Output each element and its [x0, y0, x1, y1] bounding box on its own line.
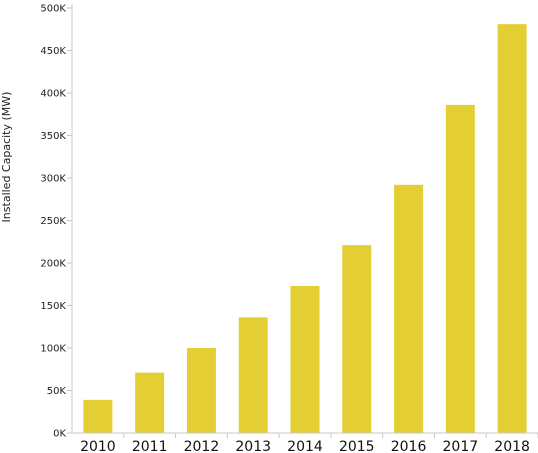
- bar-2011: [135, 372, 165, 433]
- x-tick-label: 2011: [132, 439, 168, 453]
- bar-2015: [342, 245, 372, 433]
- x-tick-label: 2016: [391, 439, 427, 453]
- y-tick-label: 400K: [40, 89, 66, 100]
- bar-2013: [238, 317, 268, 433]
- x-tick-label: 2018: [494, 439, 530, 453]
- y-tick-label: 250K: [40, 216, 66, 227]
- bar-2012: [186, 348, 216, 433]
- x-tick-label: 2017: [443, 439, 479, 453]
- y-tick-label: 150K: [40, 301, 66, 312]
- x-tick-label: 2015: [339, 439, 375, 453]
- bars: [83, 24, 527, 434]
- x-tick-label: 2014: [287, 439, 323, 453]
- y-tick-label: 500K: [40, 4, 66, 15]
- y-axis: 0K 50K 100K 150K 200K 250K 300K 350K 400K 450K 500…: [40, 4, 72, 440]
- y-tick-label: 100K: [40, 344, 66, 355]
- bar-2016: [394, 184, 424, 433]
- bar-2018: [497, 24, 527, 434]
- x-tick-label: 2012: [184, 439, 220, 453]
- x-axis: 2010 2011 2012 2013 2014 2015 2016 2017 2018: [80, 433, 538, 453]
- y-tick-label: 350K: [40, 131, 66, 142]
- y-tick-label: 0K: [53, 429, 66, 440]
- bar-2017: [445, 104, 475, 434]
- y-axis-title: Installed Capacity (MW): [0, 92, 13, 223]
- bar-2014: [290, 285, 320, 433]
- y-tick-label: 300K: [40, 174, 66, 185]
- y-tick-label: 200K: [40, 259, 66, 270]
- y-tick-label: 50K: [47, 386, 67, 397]
- x-tick-label: 2010: [80, 439, 116, 453]
- y-tick-label: 450K: [40, 46, 66, 57]
- x-tick-label: 2013: [235, 439, 271, 453]
- bar-2010: [83, 399, 113, 433]
